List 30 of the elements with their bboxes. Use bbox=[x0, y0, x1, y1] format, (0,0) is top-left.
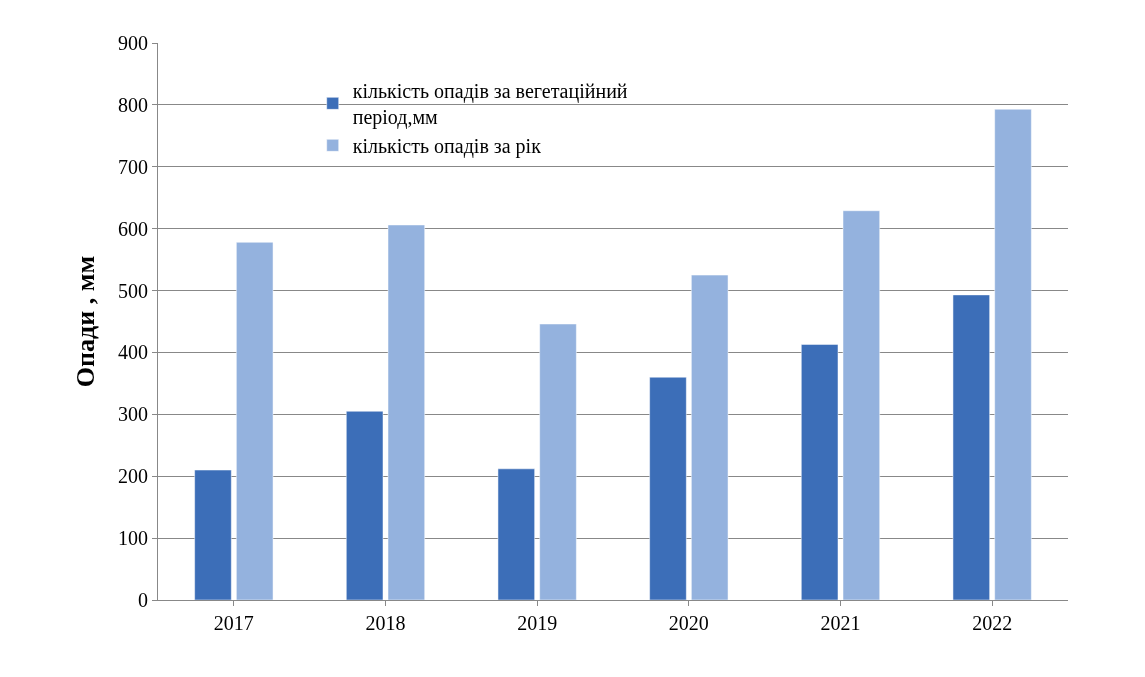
legend-label: кількість опадів за рік bbox=[352, 135, 542, 159]
bar bbox=[497, 468, 535, 600]
y-axis-title: Опади , мм bbox=[71, 255, 101, 388]
x-tick-label: 2017 bbox=[213, 612, 254, 634]
bar bbox=[801, 344, 839, 600]
bar bbox=[649, 376, 687, 600]
x-tick-label: 2018 bbox=[365, 612, 406, 634]
bar bbox=[994, 108, 1032, 600]
y-tick-label: 100 bbox=[118, 527, 148, 550]
y-tick-label: 800 bbox=[118, 93, 148, 116]
bar bbox=[539, 323, 577, 600]
bar bbox=[387, 224, 425, 600]
y-tick-label: 500 bbox=[118, 279, 148, 302]
y-tick-label: 300 bbox=[118, 403, 148, 426]
y-tick-label: 400 bbox=[118, 341, 148, 364]
x-tick-label: 2019 bbox=[517, 612, 558, 634]
bar bbox=[236, 242, 274, 600]
y-tick-label: 0 bbox=[138, 589, 148, 611]
bar bbox=[952, 294, 990, 600]
bar bbox=[346, 410, 384, 600]
x-tick-label: 2021 bbox=[820, 612, 861, 634]
x-tick-label: 2020 bbox=[668, 612, 709, 634]
bar bbox=[194, 469, 232, 600]
y-tick-label: 600 bbox=[118, 217, 148, 240]
bar bbox=[691, 274, 729, 600]
bar bbox=[842, 210, 880, 600]
x-tick-label: 2022 bbox=[972, 612, 1013, 634]
y-tick-label: 700 bbox=[118, 155, 148, 178]
y-tick-label: 900 bbox=[118, 32, 148, 54]
y-tick-label: 200 bbox=[118, 465, 148, 488]
